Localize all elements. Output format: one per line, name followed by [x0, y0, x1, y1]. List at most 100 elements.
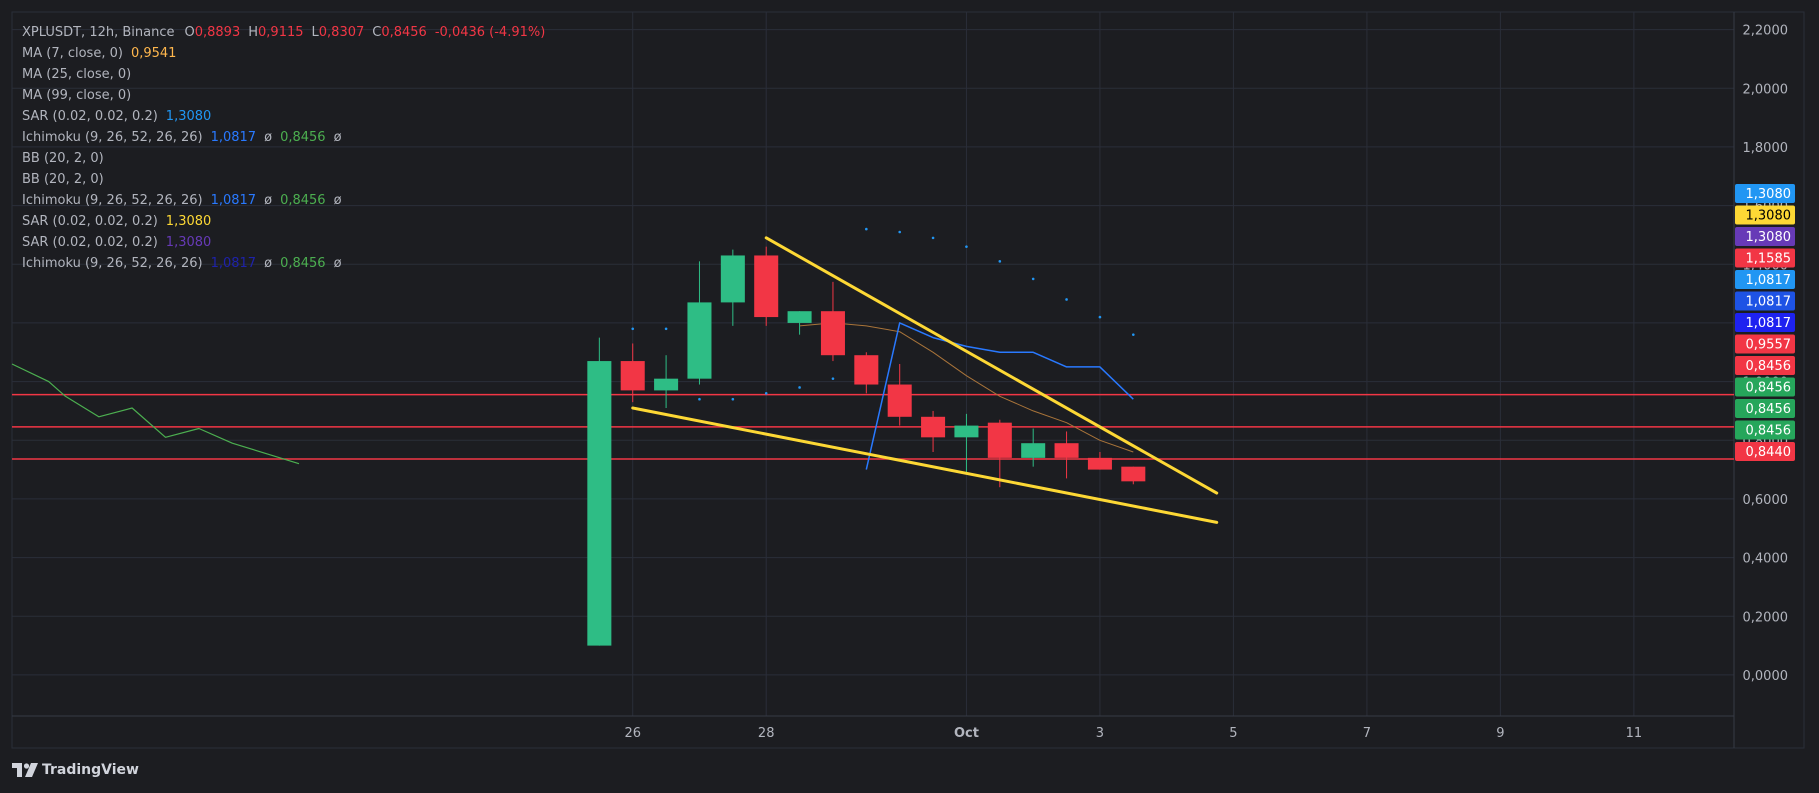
- indicator-value: ø: [264, 130, 273, 145]
- candle-body: [1121, 466, 1146, 482]
- price-tag-bg: [1735, 184, 1795, 203]
- indicator-row[interactable]: Ichimoku (9, 26, 52, 26, 26) 1,0817 ø 0,845…: [22, 127, 545, 148]
- candle[interactable]: [754, 246, 779, 326]
- candle[interactable]: [1087, 452, 1112, 470]
- indicator-value: ø: [333, 193, 342, 208]
- indicator-value: 0,9541: [130, 46, 177, 61]
- ohlc-key: C: [372, 25, 382, 40]
- candle[interactable]: [587, 337, 612, 646]
- candle[interactable]: [1021, 428, 1046, 467]
- indicator-value: 0,8456: [280, 130, 326, 145]
- wedge-upper-line[interactable]: [764, 236, 1219, 495]
- time-axis[interactable]: 26 28 Oct 3 5 7 9 11: [624, 726, 1642, 741]
- candle[interactable]: [720, 249, 745, 326]
- candle[interactable]: [1121, 466, 1146, 485]
- sar-dot: [664, 327, 668, 331]
- indicator-row[interactable]: MA (99, close, 0): [22, 85, 545, 106]
- price-tag-label: 1,1585: [1746, 252, 1792, 267]
- price-tag: 1,3080: [1735, 205, 1795, 225]
- price-tag-label: 0,8456: [1746, 359, 1792, 374]
- indicator-value: 0,8456: [280, 256, 326, 271]
- symbol-label[interactable]: XPLUSDT, 12h, Binance: [22, 25, 175, 40]
- candle[interactable]: [620, 343, 645, 403]
- candle[interactable]: [687, 261, 712, 385]
- price-tag: 1,0817: [1735, 291, 1795, 311]
- sar-dot: [1031, 277, 1035, 281]
- indicator-row[interactable]: SAR (0.02, 0.02, 0.2) 1,3080: [22, 211, 545, 232]
- price-tag-label: 1,3080: [1746, 187, 1792, 202]
- sar-dot: [831, 377, 835, 380]
- sar-dot: [865, 227, 868, 231]
- candle[interactable]: [887, 364, 912, 426]
- candle-body: [1087, 457, 1112, 470]
- candle-body: [1021, 443, 1046, 458]
- candle[interactable]: [921, 410, 946, 452]
- indicator-label: Ichimoku (9, 26, 52, 26, 26): [22, 130, 203, 145]
- sar-dot: [1132, 333, 1135, 336]
- indicator-value: 0,8456: [280, 193, 326, 208]
- price-tick-label: 1,8000: [1743, 141, 1789, 156]
- candle[interactable]: [787, 311, 812, 335]
- candle[interactable]: [1054, 431, 1079, 479]
- price-tag-label: 1,3080: [1746, 230, 1792, 245]
- indicator-label: BB (20, 2, 0): [22, 172, 104, 187]
- candle-body: [687, 302, 712, 379]
- brand-logo[interactable]: TradingView: [12, 762, 139, 778]
- horizontal-lines[interactable]: [12, 393, 1734, 460]
- plot-border: [11, 11, 1805, 749]
- price-tick-label: 2,2000: [1743, 24, 1789, 39]
- price-tag: 1,1585: [1735, 248, 1795, 268]
- indicator-row[interactable]: MA (7, close, 0) 0,9541: [22, 43, 545, 64]
- price-tag-label: 0,8456: [1746, 381, 1792, 396]
- price-tag: 1,0817: [1735, 313, 1795, 332]
- time-tick-label: 11: [1626, 726, 1643, 741]
- candle[interactable]: [854, 352, 879, 394]
- price-tag-bg: [1735, 248, 1795, 268]
- ohlc-values: O0,8893 H0,9115 L0,8307 C0,8456: [175, 25, 427, 40]
- indicator-value: 1,0817: [210, 130, 257, 145]
- price-tag: 0,8440: [1735, 442, 1795, 461]
- candles[interactable]: [587, 246, 1146, 646]
- indicator-row[interactable]: BB (20, 2, 0): [22, 169, 545, 190]
- indicator-row[interactable]: Ichimoku (9, 26, 52, 26, 26) 1,0817 ø 0,845…: [22, 190, 545, 211]
- candle[interactable]: [654, 355, 679, 408]
- price-tag-bg: [1735, 205, 1795, 225]
- indicator-value: 1,3080: [165, 235, 212, 250]
- sar-dot: [698, 397, 701, 401]
- candle[interactable]: [987, 419, 1012, 488]
- price-tag-label: 1,0817: [1746, 273, 1792, 288]
- time-tick-label: 7: [1363, 726, 1371, 741]
- price-tag-label: 0,8456: [1746, 402, 1792, 417]
- candle[interactable]: [820, 281, 845, 362]
- price-tag-bg: [1735, 334, 1795, 354]
- indicator-value: 1,3080: [165, 214, 212, 229]
- indicator-row[interactable]: MA (25, close, 0): [22, 64, 545, 85]
- header-row[interactable]: XPLUSDT, 12h, Binance O0,8893 H0,9115 L0,83…: [22, 22, 545, 43]
- time-tick-label: 3: [1096, 726, 1104, 741]
- chikou-line: [11, 363, 300, 465]
- indicator-label: MA (7, close, 0): [22, 46, 123, 61]
- sar-dot: [1065, 298, 1068, 301]
- indicator-value: 1,0817: [210, 193, 257, 208]
- ohlc-value: 0,9115: [258, 25, 304, 40]
- time-tick-label: 9: [1496, 726, 1504, 741]
- candle[interactable]: [954, 413, 979, 473]
- price-tick-label: 0,6000: [1743, 493, 1789, 508]
- indicator-row[interactable]: Ichimoku (9, 26, 52, 26, 26) 1,0817 ø 0,845…: [22, 253, 545, 274]
- wedge-drawing[interactable]: [631, 236, 1219, 524]
- price-tag: 1,0817: [1735, 270, 1795, 289]
- price-tag-label: 0,8440: [1746, 445, 1792, 460]
- tenkan-line: [865, 322, 1134, 470]
- indicator-row[interactable]: SAR (0.02, 0.02, 0.2) 1,3080: [22, 232, 545, 253]
- price-tag-label: 1,3080: [1746, 209, 1792, 224]
- price-tag: 0,9557: [1735, 334, 1795, 354]
- time-tick-label: 26: [624, 726, 641, 741]
- indicator-row[interactable]: SAR (0.02, 0.02, 0.2) 1,3080: [22, 106, 545, 127]
- wedge-lower-line[interactable]: [631, 406, 1219, 524]
- indicator-value: ø: [333, 256, 342, 271]
- indicator-row[interactable]: BB (20, 2, 0): [22, 148, 545, 169]
- candle-body: [720, 255, 745, 303]
- price-labels: 1,3080 1,3080 1,3080 1,1585 1,0817 1,0817 1,08…: [1735, 184, 1795, 461]
- time-tick-label: 28: [758, 726, 775, 741]
